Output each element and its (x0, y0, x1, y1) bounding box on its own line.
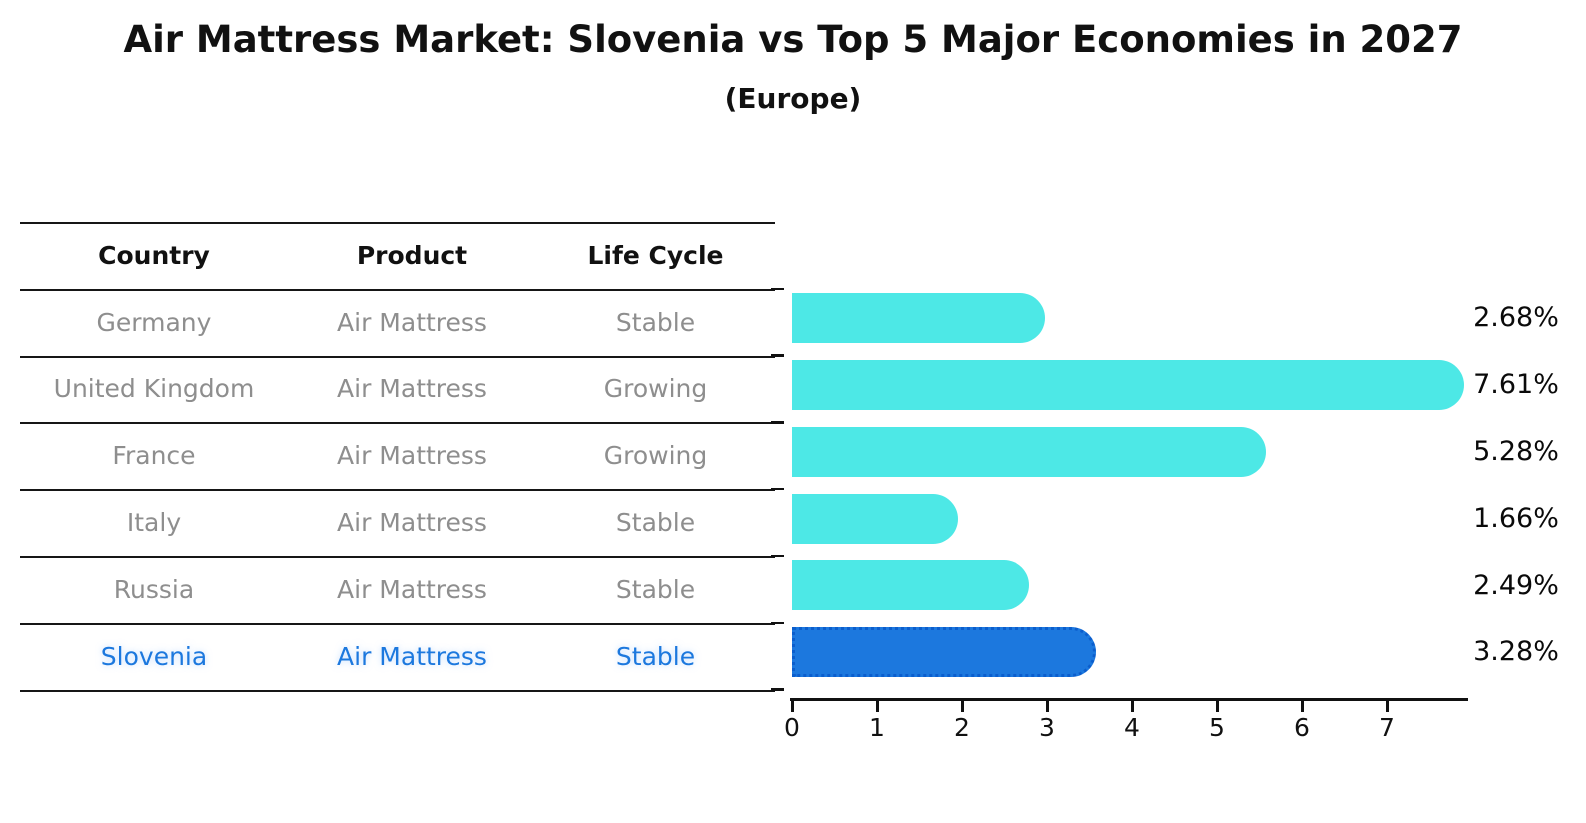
value-label: 1.66% (1473, 502, 1559, 534)
x-axis-tick (1385, 701, 1389, 712)
bar-france (792, 426, 1266, 477)
y-axis-tick (771, 487, 784, 491)
table-rule (20, 288, 775, 291)
value-label: 2.68% (1473, 302, 1559, 334)
country-cell: France (112, 441, 196, 471)
table-rule (20, 622, 775, 625)
x-axis-tick (875, 701, 879, 712)
country-cell: United Kingdom (53, 374, 255, 404)
x-axis-tick (960, 701, 964, 712)
chart-subtitle: (Europe) (724, 82, 862, 115)
country-cell: Germany (96, 307, 212, 337)
y-axis-tick (771, 287, 784, 291)
x-axis-tick-label: 6 (1294, 713, 1310, 742)
x-axis-tick-label: 2 (954, 713, 970, 742)
x-axis-tick (1130, 701, 1134, 712)
product-cell: Air Mattress (337, 641, 487, 671)
y-axis-tick (771, 354, 784, 357)
table-row: Slovenia Air Mattress Stable (20, 623, 775, 690)
x-axis-line (790, 698, 1468, 701)
table-header-country-cell: Country (98, 240, 210, 270)
country-cell: Russia (113, 574, 195, 604)
x-axis-tick-label: 4 (1124, 713, 1140, 742)
x-axis-tick-label: 3 (1039, 713, 1055, 742)
x-axis-tick-label: 0 (784, 713, 800, 742)
x-axis-tick (1215, 701, 1219, 712)
table-header-row: Country Product Life Cycle (20, 222, 775, 289)
chart-title: Air Mattress Market: Slovenia vs Top 5 M… (123, 18, 1463, 61)
value-label: 3.28% (1473, 636, 1559, 668)
life-cycle-cell: Growing (603, 441, 708, 471)
life-cycle-cell: Growing (603, 374, 708, 404)
bar-russia (792, 560, 1029, 611)
x-axis-tick (1300, 701, 1304, 712)
bar-united-kingdom (792, 360, 1464, 410)
product-cell: Air Mattress (337, 508, 487, 538)
product-cell: Air Mattress (337, 374, 487, 404)
table-row: United Kingdom Air Mattress Growing (20, 356, 775, 423)
table-header-product-cell: Product (356, 240, 468, 270)
country-cell: Slovenia (100, 641, 208, 671)
y-axis-tick (771, 554, 784, 558)
life-cycle-cell: Stable (615, 574, 696, 604)
bar-slovenia (792, 627, 1096, 678)
life-cycle-cell: Stable (615, 508, 696, 538)
table-rule (20, 489, 775, 492)
x-axis-tick (1045, 701, 1049, 712)
table-rule (20, 556, 775, 558)
product-cell: Air Mattress (337, 574, 487, 604)
product-cell: Air Mattress (337, 441, 487, 471)
table-rule (20, 222, 775, 224)
x-axis-tick-label: 7 (1379, 713, 1395, 742)
table-row: Italy Air Mattress Stable (20, 489, 775, 556)
value-label: 7.61% (1473, 369, 1559, 401)
table-rule (20, 689, 775, 692)
life-cycle-cell: Stable (615, 641, 696, 671)
country-cell: Italy (126, 508, 182, 538)
table-rule (20, 422, 775, 425)
value-label: 2.49% (1473, 569, 1559, 601)
life-cycle-cell: Stable (615, 307, 696, 337)
table-row: France Air Mattress Growing (20, 422, 775, 489)
product-cell: Air Mattress (337, 307, 487, 337)
y-axis-tick (771, 688, 784, 691)
x-axis-tick-label: 5 (1209, 713, 1225, 742)
table-row: Germany Air Mattress Stable (20, 289, 775, 356)
table-header-life-cycle-cell: Life Cycle (587, 240, 724, 270)
table-rule (20, 355, 775, 358)
x-axis-tick (790, 701, 794, 712)
bar-italy (792, 493, 959, 544)
table-row: Russia Air Mattress Stable (20, 556, 775, 623)
y-axis-tick (771, 621, 784, 625)
x-axis-tick-label: 1 (869, 713, 885, 742)
bar-germany (792, 293, 1045, 344)
value-label: 5.28% (1473, 435, 1559, 467)
y-axis-tick (771, 421, 784, 424)
